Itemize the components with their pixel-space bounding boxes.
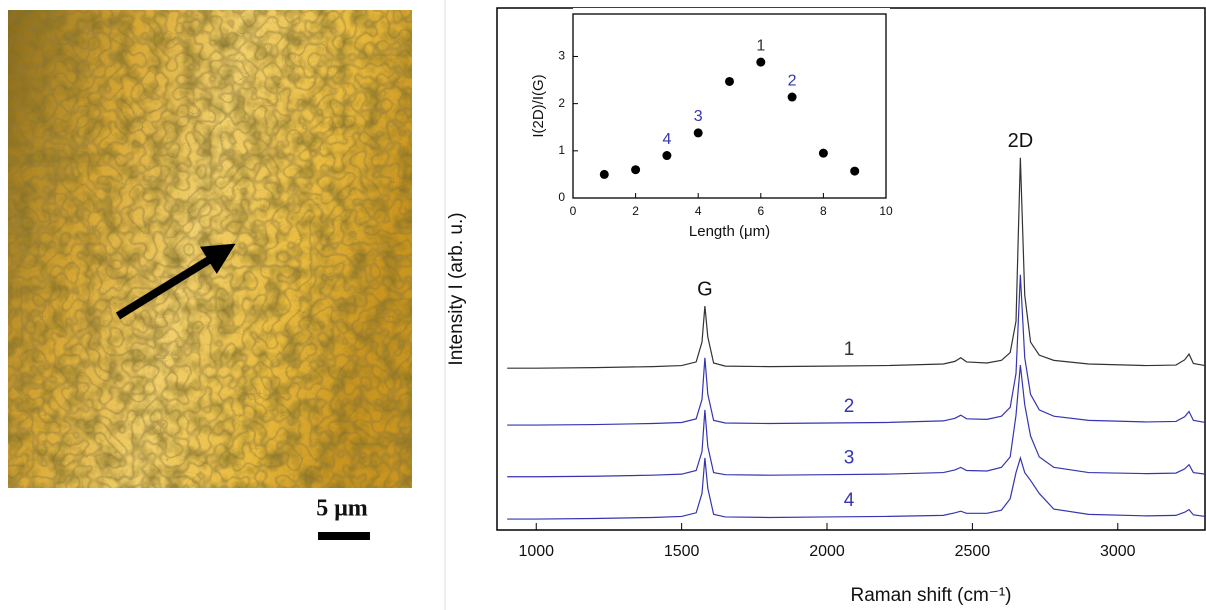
- y-tick-label: 1: [558, 143, 565, 157]
- spectrum-line: [507, 274, 1206, 426]
- peak-label: G: [697, 278, 713, 300]
- point-label: 1: [756, 37, 765, 54]
- inset-plot-frame: [572, 13, 887, 199]
- scale-bar-label: 5 μm: [316, 496, 368, 522]
- data-point: [693, 128, 703, 138]
- data-point: [631, 165, 641, 175]
- x-axis-title: Raman shift (cm⁻¹): [851, 585, 1012, 606]
- y-tick-label: 0: [558, 190, 565, 204]
- data-point: [787, 92, 797, 102]
- point-label: 3: [694, 108, 703, 125]
- x-tick-label: 2000: [809, 543, 845, 560]
- series-label: 2: [844, 396, 855, 417]
- x-tick-label: 3000: [1100, 543, 1136, 560]
- x-tick-label: 0: [570, 204, 577, 218]
- inset-frame: [573, 8, 890, 198]
- x-tick-label: 2: [632, 204, 639, 218]
- y-tick-label: 3: [558, 49, 565, 63]
- y-tick-label: 2: [558, 96, 565, 110]
- x-tick-label: 4: [695, 204, 702, 218]
- peak-label: 2D: [1008, 130, 1034, 152]
- data-point: [818, 148, 828, 158]
- x-tick-label: 10: [879, 204, 893, 218]
- x-tick-label: 1000: [518, 543, 554, 560]
- data-point: [599, 169, 609, 179]
- spectrum-line: [507, 455, 1206, 520]
- spectrum-line: [507, 157, 1206, 369]
- x-tick-label: 6: [757, 204, 764, 218]
- point-label: 2: [788, 72, 797, 89]
- data-point: [756, 57, 766, 67]
- x-tick-label: 8: [820, 204, 827, 218]
- y-axis-title: Intensity I (arb. u.): [446, 212, 467, 365]
- scale-bar: [318, 532, 370, 540]
- y-axis-title: I(2D)/I(G): [530, 74, 547, 137]
- data-point: [725, 76, 734, 86]
- x-tick-label: 1500: [664, 543, 700, 560]
- x-tick-label: 2500: [955, 543, 991, 560]
- spectrum-line: [507, 364, 1206, 478]
- micrograph: [8, 10, 412, 488]
- point-label: 4: [662, 131, 671, 148]
- x-axis-title: Length (μm): [689, 223, 770, 240]
- series-label: 1: [844, 339, 855, 360]
- data-point: [850, 166, 860, 176]
- series-label: 4: [844, 490, 855, 511]
- data-point: [662, 151, 672, 161]
- series-label: 3: [844, 448, 855, 469]
